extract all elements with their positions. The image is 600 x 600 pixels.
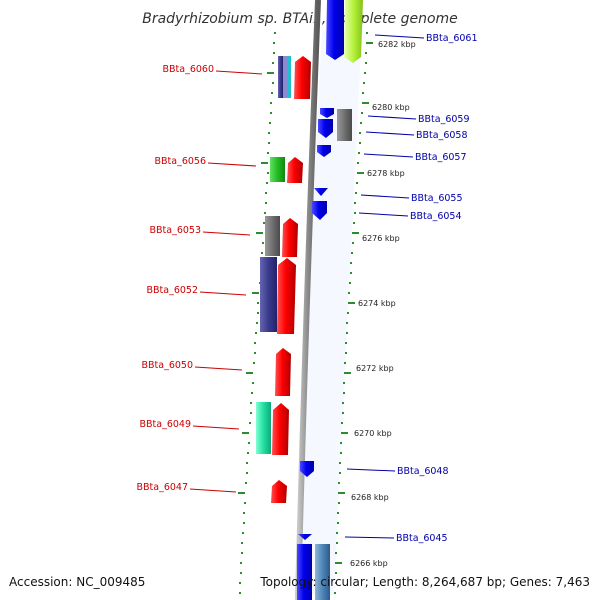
label-leader-line bbox=[192, 425, 240, 430]
label-leader-line bbox=[346, 468, 396, 472]
gene-feature[interactable] bbox=[275, 348, 291, 396]
gene-label-bbta-6061[interactable]: BBta_6061 bbox=[426, 33, 478, 44]
gene-feature[interactable] bbox=[271, 480, 287, 503]
left-tick-column bbox=[238, 32, 276, 594]
gene-feature[interactable] bbox=[283, 56, 287, 98]
label-leader-line bbox=[365, 131, 415, 136]
kbp-tick-label: 6278 kbp bbox=[367, 169, 405, 178]
gene-feature[interactable] bbox=[278, 56, 283, 98]
kbp-tick-label: 6272 kbp bbox=[356, 364, 394, 373]
genome-backbone bbox=[295, 0, 321, 600]
gene-feature[interactable] bbox=[272, 403, 289, 455]
gene-feature[interactable] bbox=[287, 157, 303, 183]
gene-feature[interactable] bbox=[314, 188, 328, 196]
gene-feature[interactable] bbox=[315, 544, 330, 600]
label-leader-line bbox=[363, 153, 414, 158]
gene-feature[interactable] bbox=[256, 402, 271, 454]
gene-label-bbta-6060[interactable]: BBta_6060 bbox=[162, 64, 214, 75]
gene-label-bbta-6052[interactable]: BBta_6052 bbox=[146, 285, 198, 296]
label-leader-line bbox=[199, 291, 247, 296]
gene-label-bbta-6055[interactable]: BBta_6055 bbox=[411, 193, 463, 204]
gene-label-bbta-6058[interactable]: BBta_6058 bbox=[416, 130, 468, 141]
gene-feature[interactable] bbox=[300, 461, 314, 477]
label-leader-line bbox=[367, 115, 417, 120]
left-gene-labels: BBta_6060 BBta_6056 BBta_6053 BBta_6052 … bbox=[136, 64, 263, 493]
kbp-tick-label: 6274 kbp bbox=[358, 299, 396, 308]
gene-label-bbta-6056[interactable]: BBta_6056 bbox=[154, 156, 206, 167]
gene-feature[interactable] bbox=[318, 119, 333, 138]
gene-label-bbta-6047[interactable]: BBta_6047 bbox=[136, 482, 188, 493]
label-leader-line bbox=[374, 34, 425, 39]
gene-label-bbta-6050[interactable]: BBta_6050 bbox=[141, 360, 193, 371]
kbp-tick-label: 6282 kbp bbox=[378, 40, 416, 49]
kbp-tick-label: 6276 kbp bbox=[362, 234, 400, 243]
label-leader-line bbox=[344, 536, 395, 539]
gene-feature[interactable] bbox=[294, 56, 311, 99]
gene-feature[interactable] bbox=[320, 108, 334, 118]
gene-label-bbta-6053[interactable]: BBta_6053 bbox=[149, 225, 201, 236]
right-gene-labels: BBta_6061 BBta_6059 BBta_6058 BBta_6057 … bbox=[344, 33, 478, 544]
genome-title: Bradyrhizobium sp. BTAi1, complete genom… bbox=[142, 11, 458, 27]
label-leader-line bbox=[194, 366, 243, 371]
label-leader-line bbox=[360, 194, 410, 199]
gene-feature[interactable] bbox=[265, 216, 280, 256]
label-leader-line bbox=[189, 488, 237, 493]
gene-feature[interactable] bbox=[287, 56, 291, 98]
accession-text: Accession: NC_009485 bbox=[9, 575, 145, 589]
topology-text: Topology: circular; Length: 8,264,687 bp… bbox=[259, 575, 590, 589]
gene-feature[interactable] bbox=[326, 0, 344, 60]
kbp-tick-labels: 6282 kbp 6280 kbp 6278 kbp 6276 kbp 6274… bbox=[350, 40, 416, 568]
gene-feature[interactable] bbox=[277, 258, 296, 334]
gene-feature[interactable] bbox=[312, 201, 327, 220]
label-leader-line bbox=[358, 212, 409, 217]
gene-label-bbta-6054[interactable]: BBta_6054 bbox=[410, 211, 462, 222]
gene-feature[interactable] bbox=[337, 109, 352, 141]
kbp-tick-label: 6268 kbp bbox=[351, 493, 389, 502]
gene-feature[interactable] bbox=[260, 257, 277, 332]
gene-feature[interactable] bbox=[282, 218, 298, 257]
kbp-tick-label: 6280 kbp bbox=[372, 103, 410, 112]
gene-feature[interactable] bbox=[317, 145, 331, 157]
right-tick-column bbox=[334, 32, 373, 594]
forward-strand-genes bbox=[297, 0, 363, 600]
gene-label-bbta-6057[interactable]: BBta_6057 bbox=[415, 152, 467, 163]
right-track-shade bbox=[294, 30, 362, 595]
gene-feature[interactable] bbox=[297, 544, 312, 600]
kbp-tick-label: 6270 kbp bbox=[354, 429, 392, 438]
gene-feature[interactable] bbox=[270, 157, 285, 182]
reverse-strand-genes bbox=[256, 56, 311, 503]
gene-feature[interactable] bbox=[344, 0, 363, 63]
label-leader-line bbox=[202, 231, 251, 236]
gene-label-bbta-6049[interactable]: BBta_6049 bbox=[139, 419, 191, 430]
gene-label-bbta-6045[interactable]: BBta_6045 bbox=[396, 533, 448, 544]
kbp-tick-label: 6266 kbp bbox=[350, 559, 388, 568]
label-leader-line bbox=[215, 70, 263, 75]
gene-feature[interactable] bbox=[298, 534, 312, 540]
gene-label-bbta-6059[interactable]: BBta_6059 bbox=[418, 114, 470, 125]
label-leader-line bbox=[207, 162, 257, 167]
gene-label-bbta-6048[interactable]: BBta_6048 bbox=[397, 466, 449, 477]
